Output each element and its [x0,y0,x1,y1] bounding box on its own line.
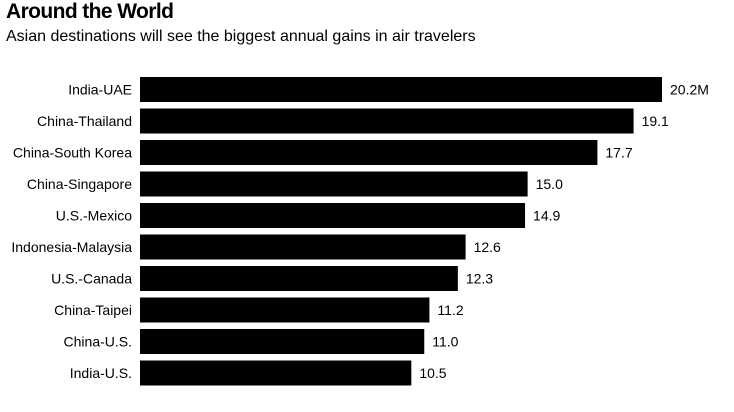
value-label: 19.1 [642,113,669,129]
bar [140,203,526,228]
value-label: 10.5 [419,365,446,381]
category-label: U.S.-Canada [51,271,132,287]
bar [140,360,412,386]
category-label: India-U.S. [70,365,132,381]
bar [140,171,528,197]
bar-row: China-Taipei 11.2 [54,297,464,323]
bar [140,329,425,354]
bar [140,266,458,291]
chart-subtitle: Asian destinations will see the biggest … [6,28,476,45]
bar [140,77,662,102]
value-label: 11.0 [432,334,458,350]
category-label: China-U.S. [64,334,132,350]
category-label: India-UAE [68,82,132,98]
value-label: 11.2 [437,302,463,318]
bar-row: China-Thailand 19.1 [37,108,669,134]
category-label: U.S.-Mexico [56,208,132,224]
category-label: China-Taipei [54,302,132,318]
value-label: 14.9 [533,208,560,224]
value-label: 12.6 [474,239,501,255]
value-label: 17.7 [605,145,632,161]
bar [140,234,466,260]
bar-row: Indonesia-Malaysia 12.6 [11,234,501,260]
value-label: 12.3 [466,271,493,287]
value-label: 20.2M [670,82,709,98]
bar [140,140,598,165]
bar [140,297,430,323]
bar-row: India-UAE 20.2M [68,77,709,102]
value-label: 15.0 [536,176,563,192]
bar-row: U.S.-Mexico 14.9 [56,203,561,228]
bar-row: U.S.-Canada 12.3 [51,266,493,291]
category-label: China-South Korea [13,145,132,161]
category-label: China-Singapore [27,176,132,192]
bar-row: China-U.S. 11.0 [64,329,459,354]
chart-title: Around the World [6,0,174,23]
category-label: Indonesia-Malaysia [11,239,132,255]
category-label: China-Thailand [37,113,132,129]
bar [140,108,634,134]
bar-row: China-South Korea 17.7 [13,140,633,165]
bar-row: India-U.S. 10.5 [70,360,447,386]
bar-row: China-Singapore 15.0 [27,171,563,197]
